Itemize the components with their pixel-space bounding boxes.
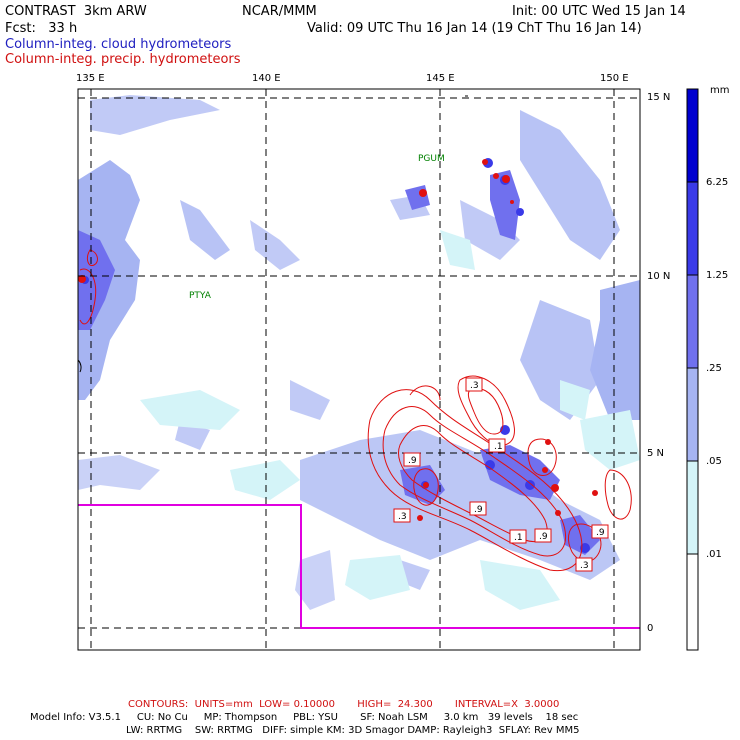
colorbar-unit: mm xyxy=(710,85,730,96)
lat-label-eq: 0 xyxy=(647,623,654,634)
contour-label: .9 xyxy=(403,452,421,467)
lon-label-135: 135 E xyxy=(76,73,105,84)
svg-text:.3: .3 xyxy=(470,381,479,391)
colorbar-segment xyxy=(686,460,699,555)
contour-label: .3 xyxy=(575,557,593,572)
cloud-shading-medium xyxy=(78,170,600,555)
contour-labels: .3 .1 .9 .9 .3 .9 .1 .9 .3 .3 xyxy=(393,377,609,572)
lon-label-150: 150 E xyxy=(600,73,629,84)
plot-title: CONTRAST 3km ARW xyxy=(5,4,147,19)
contour-label: .1 xyxy=(509,529,527,544)
svg-text:.9: .9 xyxy=(596,528,605,538)
lat-label-15n: 15 N xyxy=(647,92,671,103)
valid-time: Valid: 09 UTC Thu 16 Jan 14 (19 ChT Thu … xyxy=(307,21,642,36)
colorbar-label: .05 xyxy=(706,456,722,467)
contour-label: .9 xyxy=(534,528,552,543)
model-info-physics: LW: RRTMG SW: RRTMG DIFF: simple KM: 3D … xyxy=(126,725,580,736)
colorbar-label: 6.25 xyxy=(706,177,729,188)
field-precip-label: Column-integ. precip. hydrometeors xyxy=(5,52,241,67)
colorbar-segment xyxy=(686,274,699,369)
colorbar-segment xyxy=(686,88,699,183)
forecast-hour: Fcst: 33 h xyxy=(5,21,78,36)
svg-text:.3: .3 xyxy=(398,512,407,522)
colorbar-segment xyxy=(686,367,699,462)
svg-text:.9: .9 xyxy=(408,456,417,466)
svg-text:.3: .3 xyxy=(580,561,589,571)
model-info: Model Info: V3.5.1 CU: No Cu MP: Thompso… xyxy=(30,712,579,723)
station-label-ptya: PTYA xyxy=(189,291,212,301)
center-label: NCAR/MMM xyxy=(242,4,317,19)
contour-info: CONTOURS: UNITS=mm LOW= 0.10000 HIGH= 24… xyxy=(128,699,560,710)
lon-label-145: 145 E xyxy=(426,73,455,84)
svg-text:.1: .1 xyxy=(494,442,503,452)
svg-text:.9: .9 xyxy=(539,532,548,542)
lat-label-5n: 5 N xyxy=(647,448,665,459)
contour-label: .3 xyxy=(393,508,411,523)
colorbar-label: 1.25 xyxy=(706,270,729,281)
precip-cores xyxy=(78,159,598,521)
station-label-pgum: PGUM xyxy=(418,154,445,164)
init-time: Init: 00 UTC Wed 15 Jan 14 xyxy=(512,4,686,19)
cloud-shading-faint xyxy=(140,230,640,610)
contour-label: .1 xyxy=(488,438,506,453)
graticule xyxy=(78,89,640,650)
contour-label: .3 xyxy=(465,377,483,392)
region-boundary xyxy=(78,504,640,629)
contour-label: .9 xyxy=(469,501,487,516)
svg-text:.9: .9 xyxy=(474,505,483,515)
colorbar-segment xyxy=(686,181,699,276)
lon-label-140: 140 E xyxy=(252,73,281,84)
precip-contours xyxy=(79,249,632,572)
field-cloud-label: Column-integ. cloud hydrometeors xyxy=(5,37,232,52)
colorbar-label: .01 xyxy=(706,549,722,560)
svg-text:.1: .1 xyxy=(514,533,523,543)
contour-label: .9 xyxy=(591,524,609,539)
colorbar-label: .25 xyxy=(706,363,722,374)
colorbar-segment xyxy=(686,553,699,651)
lat-label-10n: 10 N xyxy=(647,271,671,282)
coastlines xyxy=(78,95,468,373)
